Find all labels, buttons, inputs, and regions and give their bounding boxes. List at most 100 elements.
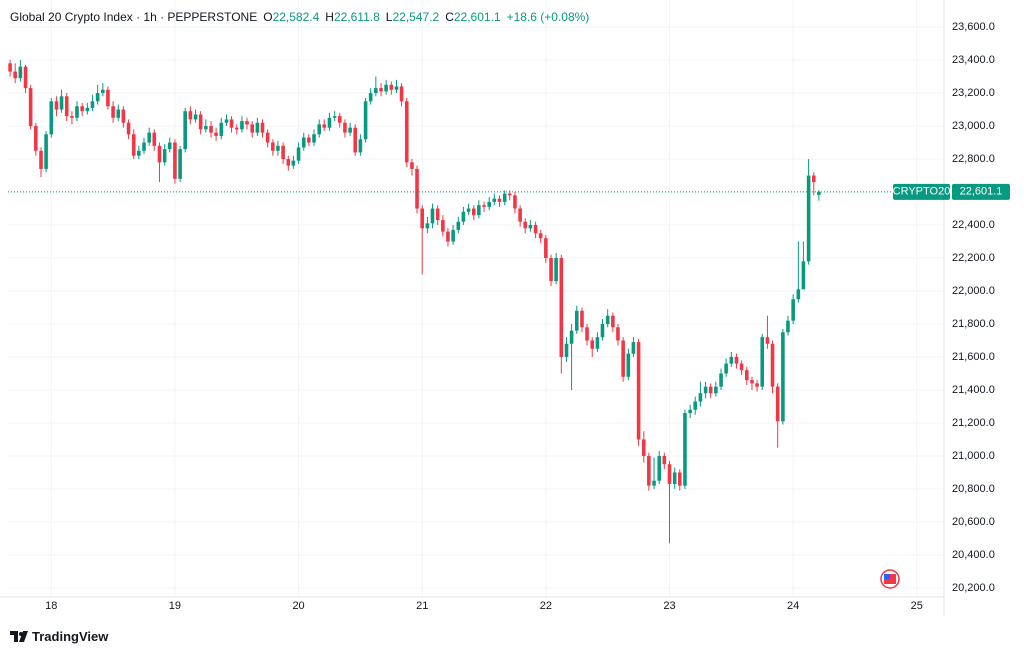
candle	[312, 129, 316, 146]
y-tick-label: 21,600.0	[952, 351, 995, 363]
candle	[492, 193, 497, 206]
candle	[641, 431, 646, 463]
candle-body	[95, 93, 100, 102]
candle	[389, 81, 394, 95]
candle-body	[724, 363, 728, 374]
candle	[198, 111, 203, 135]
candle-body	[544, 238, 548, 259]
y-tick-label: 22,400.0	[952, 219, 995, 231]
candle-body	[595, 337, 600, 349]
candle	[714, 381, 718, 397]
candle-body	[528, 225, 533, 229]
candle	[301, 132, 306, 151]
candle	[363, 97, 368, 143]
candle	[374, 76, 378, 97]
candle-body	[245, 121, 249, 125]
candle	[430, 203, 435, 229]
candle	[631, 337, 636, 357]
candle	[466, 203, 471, 216]
candle-body	[332, 116, 337, 118]
candle-body	[8, 63, 12, 72]
candle	[616, 323, 620, 346]
candle	[533, 221, 538, 239]
candle-body	[23, 66, 28, 89]
candle	[70, 111, 74, 125]
candle	[672, 467, 677, 489]
candle-body	[631, 342, 636, 354]
candle	[90, 94, 95, 112]
candle	[193, 109, 198, 123]
brand-logo[interactable]: TradingView	[10, 629, 108, 644]
candle-body	[435, 208, 440, 221]
candle	[296, 142, 301, 164]
candle	[337, 112, 342, 128]
y-tick-label: 22,800.0	[952, 153, 995, 165]
candle-body	[307, 137, 311, 143]
candle	[739, 360, 744, 376]
candle-body	[554, 258, 558, 282]
legend-header: Global 20 Crypto Index · 1h · PEPPERSTON…	[10, 10, 589, 24]
candle	[188, 106, 193, 125]
candle-body	[353, 127, 357, 153]
candle-body	[116, 109, 121, 118]
candle	[605, 309, 610, 328]
candle	[95, 84, 100, 105]
candle	[23, 64, 28, 94]
candle-body	[142, 142, 146, 151]
candle-body	[13, 71, 17, 79]
candle-body	[647, 455, 651, 486]
candle-body	[652, 480, 656, 486]
ohlc-key: H	[325, 10, 334, 24]
candle-body	[580, 310, 584, 328]
candle	[49, 97, 54, 138]
candle	[317, 119, 322, 138]
candle-body	[466, 208, 471, 212]
candle-body	[28, 88, 33, 127]
y-tick-label: 20,400.0	[952, 549, 995, 561]
candle	[518, 205, 522, 227]
candle-body	[688, 409, 692, 414]
candle-body	[317, 124, 322, 135]
ohlc-value: 22,601.1	[453, 10, 501, 24]
candle-body	[523, 221, 528, 229]
candle-body	[234, 127, 239, 130]
candle	[770, 340, 775, 394]
y-tick-label: 22,000.0	[952, 285, 995, 297]
candle	[595, 332, 600, 353]
candle	[229, 116, 234, 133]
candle	[59, 89, 64, 113]
candle	[734, 353, 739, 369]
candle-body	[404, 101, 409, 163]
candle-body	[703, 386, 708, 394]
candle	[420, 205, 425, 275]
candle	[502, 190, 507, 206]
candle-body	[734, 356, 739, 364]
candle	[209, 121, 213, 138]
candle	[451, 225, 455, 245]
candle-body	[667, 464, 672, 485]
candle-body	[18, 66, 23, 79]
candle	[755, 380, 759, 392]
candle-body	[693, 401, 698, 410]
candle-body	[662, 455, 667, 465]
candle-body	[507, 193, 512, 196]
candle-body	[492, 198, 497, 202]
candle-body	[796, 289, 801, 300]
candle-body	[770, 343, 775, 387]
y-tick-label: 23,600.0	[952, 21, 995, 33]
candle	[358, 134, 363, 156]
candle	[657, 451, 662, 485]
candle-body	[513, 195, 517, 209]
candle-body	[698, 393, 703, 402]
candle	[44, 130, 48, 173]
candle	[585, 323, 589, 346]
candle-body	[786, 320, 790, 333]
candle	[806, 159, 811, 265]
candle	[471, 205, 476, 221]
candle	[791, 294, 795, 324]
candle-body	[415, 168, 419, 209]
candle-body	[616, 327, 620, 341]
candle-body	[611, 315, 615, 328]
candle	[677, 469, 682, 491]
